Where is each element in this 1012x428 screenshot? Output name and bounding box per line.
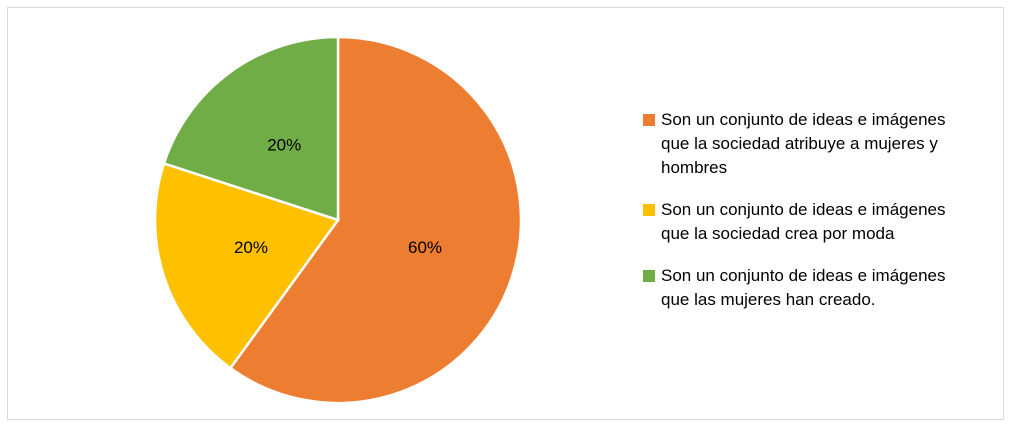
legend-label: Son un conjunto de ideas e imágenes que … <box>661 266 946 309</box>
pie-slice <box>228 35 523 405</box>
pie-slice <box>162 35 340 222</box>
pie-slice <box>153 161 341 370</box>
legend-swatch <box>643 114 655 126</box>
data-label: 20% <box>267 135 301 154</box>
legend-item: Son un conjunto de ideas e imágenes que … <box>643 264 993 312</box>
legend-swatch <box>643 270 655 282</box>
legend-item: Son un conjunto de ideas e imágenes que … <box>643 198 993 246</box>
data-label: 60% <box>408 238 442 257</box>
data-label: 20% <box>234 238 268 257</box>
legend-label: Son un conjunto de ideas e imágenes que … <box>661 110 946 177</box>
legend-item: Son un conjunto de ideas e imágenes que … <box>643 108 993 180</box>
legend-swatch <box>643 204 655 216</box>
legend: Son un conjunto de ideas e imágenes que … <box>643 108 993 330</box>
legend-label: Son un conjunto de ideas e imágenes que … <box>661 200 946 243</box>
